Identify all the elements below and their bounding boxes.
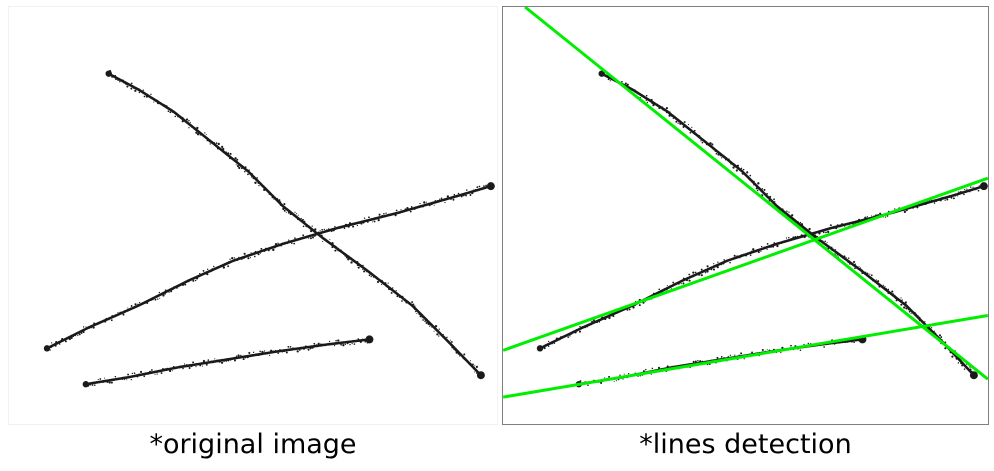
- stroke-steep-core: [600, 72, 976, 377]
- stroke-steep-start: [598, 70, 605, 77]
- lines-detection-caption: *lines detection: [639, 429, 852, 460]
- stroke-upper: [43, 182, 495, 352]
- stroke-steep: [598, 70, 978, 380]
- stroke-steep: [105, 69, 485, 380]
- stroke-upper-start: [43, 345, 51, 352]
- original-image-caption: *original image: [149, 429, 357, 460]
- stroke-steep-end: [476, 371, 485, 380]
- stroke-steep-start: [105, 70, 112, 77]
- stroke-steep-end: [969, 371, 978, 380]
- detected-line-upper: [503, 176, 988, 352]
- detected-line-lower: [503, 314, 988, 399]
- stroke-upper-texture: [538, 185, 983, 350]
- stroke-steep-texture: [108, 69, 481, 375]
- detected-line-steep: [524, 7, 988, 381]
- original-image-canvas: [43, 69, 495, 388]
- stroke-lower-texture: [85, 338, 369, 387]
- stroke-lower-end: [365, 335, 374, 344]
- stroke-lower-core: [84, 338, 371, 386]
- stroke-upper-core: [45, 184, 493, 350]
- stroke-upper-texture: [47, 183, 489, 351]
- stroke-upper-start: [536, 345, 544, 352]
- lines-detection-canvas: [503, 7, 988, 399]
- stroke-steep-core: [107, 72, 483, 377]
- stroke-lower: [82, 335, 374, 388]
- stroke-lower-start: [82, 381, 89, 388]
- stroke-steep-texture: [600, 72, 974, 375]
- stroke-upper-end: [979, 182, 988, 191]
- stroke-upper-end: [486, 182, 495, 191]
- original-image-panel: [8, 6, 498, 425]
- lines-detection-panel: [502, 6, 989, 425]
